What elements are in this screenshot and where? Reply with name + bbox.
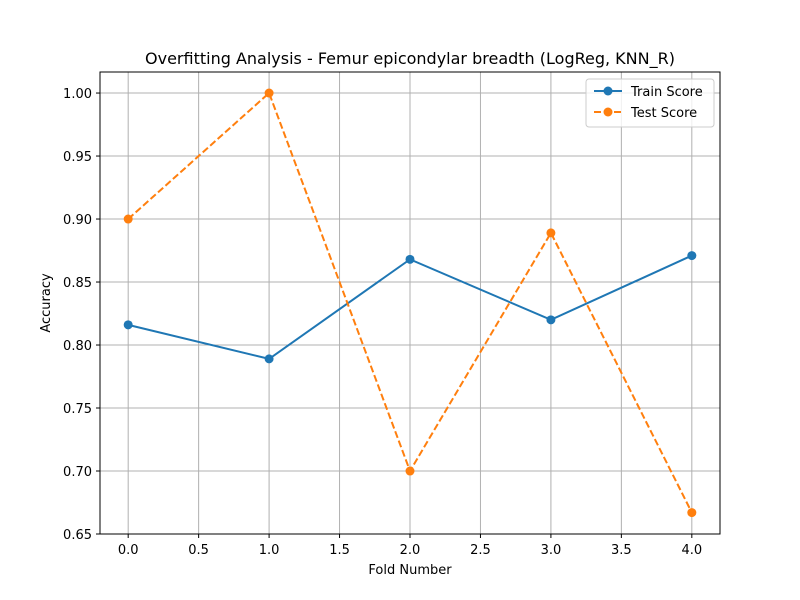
y-tick-label: 0.75 xyxy=(63,402,92,417)
train-score-series xyxy=(123,251,697,364)
x-tick-label: 2.5 xyxy=(470,543,491,558)
x-tick-label: 4.0 xyxy=(681,543,702,558)
x-tick-label: 2.0 xyxy=(400,543,421,558)
train-score-point xyxy=(264,354,274,364)
test-score-point xyxy=(405,466,415,476)
y-tick-label: 0.65 xyxy=(63,528,92,543)
y-axis: 0.65 0.70 0.75 0.80 0.85 0.90 0.95 1.00 xyxy=(63,87,100,543)
test-score-point xyxy=(264,88,274,98)
x-axis-label: Fold Number xyxy=(368,563,452,578)
y-axis-label: Accuracy xyxy=(39,273,54,333)
y-tick-label: 0.90 xyxy=(63,213,92,228)
test-score-point xyxy=(123,214,133,224)
train-score-point xyxy=(546,315,556,325)
chart-title: Overfitting Analysis - Femur epicondylar… xyxy=(145,49,675,69)
legend-marker-test-score xyxy=(603,107,613,117)
test-score-series xyxy=(123,88,697,518)
y-tick-label: 1.00 xyxy=(63,87,92,102)
x-tick-label: 3.0 xyxy=(541,543,562,558)
y-tick-label: 0.95 xyxy=(63,150,92,165)
x-tick-label: 0.5 xyxy=(188,543,209,558)
test-score-point xyxy=(687,508,697,518)
y-tick-label: 0.80 xyxy=(63,339,92,354)
x-tick-label: 3.5 xyxy=(611,543,632,558)
train-score-point xyxy=(405,254,415,264)
x-tick-label: 0.0 xyxy=(118,543,139,558)
legend-label-train-score: Train Score xyxy=(630,85,703,100)
legend-label-test-score: Test Score xyxy=(630,106,697,121)
train-score-point xyxy=(123,320,133,330)
legend: Train Score Test Score xyxy=(585,78,715,128)
test-score-point xyxy=(546,228,556,238)
y-tick-label: 0.70 xyxy=(63,465,92,480)
y-tick-label: 0.85 xyxy=(63,276,92,291)
x-tick-label: 1.0 xyxy=(259,543,280,558)
train-score-point xyxy=(687,251,697,261)
x-axis: 0.0 0.5 1.0 1.5 2.0 2.5 3.0 3.5 4.0 xyxy=(118,534,702,558)
series-layer xyxy=(123,88,697,518)
legend-marker-train-score xyxy=(603,86,613,96)
x-tick-label: 1.5 xyxy=(329,543,350,558)
